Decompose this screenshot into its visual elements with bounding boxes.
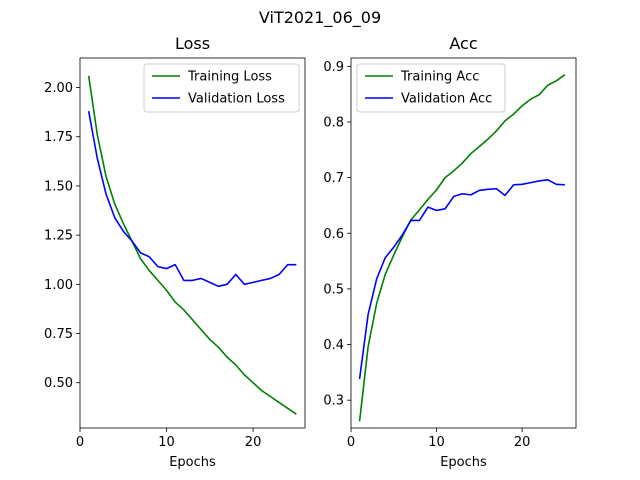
y-tick-label: 0.9 (323, 60, 344, 75)
legend-entry: Validation Acc (401, 92, 492, 107)
y-tick-label: 0.5 (323, 282, 344, 297)
plot-frame (350, 57, 577, 429)
x-tick-label: 0 (76, 435, 84, 450)
figure-title: ViT2021_06_09 (259, 8, 381, 28)
y-tick-label: 1.50 (44, 179, 73, 194)
x-tick-label: 20 (245, 435, 262, 450)
x-axis-label: Epochs (440, 455, 487, 470)
y-tick-label: 0.7 (323, 171, 344, 186)
x-axis-label: Epochs (169, 455, 216, 470)
y-tick-label: 0.8 (323, 115, 344, 130)
y-tick-label: 0.75 (44, 327, 73, 342)
accuracy-subplot: Acc 0 10 20 0.3 0.4 0.5 0.6 0.7 0.8 0.9 Epochs Train… (323, 34, 577, 470)
y-tick-label: 0.4 (323, 338, 344, 353)
legend-box (356, 63, 506, 113)
x-tick-label: 20 (514, 435, 531, 450)
loss-subplot: Loss 0 10 20 0.50 0.75 1.00 1.25 1.50 1.75 2.00 Epo… (44, 34, 306, 470)
y-tick-label: 1.00 (44, 278, 73, 293)
x-tick-label: 10 (158, 435, 175, 450)
legend-entry: Training Loss (187, 70, 272, 85)
x-tick-label: 0 (347, 435, 355, 450)
series-line-validation-loss (87, 110, 297, 288)
legend-box (143, 63, 300, 113)
legend-entry: Validation Loss (188, 92, 285, 107)
subplot-title: Loss (175, 34, 210, 53)
y-tick-label: 1.75 (44, 130, 73, 145)
series-line-validation-acc (358, 179, 565, 380)
series-line-training-loss (87, 75, 297, 415)
y-tick-label: 0.6 (323, 227, 344, 242)
legend-entry: Training Acc (400, 70, 479, 85)
legend: Training Loss Validation Loss (143, 63, 300, 113)
x-tick-label: 10 (428, 435, 445, 450)
legend: Training Acc Validation Acc (356, 63, 506, 113)
y-tick-label: 1.25 (44, 229, 73, 244)
y-tick-label: 0.50 (44, 376, 73, 391)
series-line-training-acc (358, 74, 566, 422)
plot-frame (79, 57, 306, 429)
y-tick-label: 2.00 (44, 81, 73, 96)
subplot-title: Acc (449, 34, 477, 53)
y-tick-label: 0.3 (323, 394, 344, 409)
